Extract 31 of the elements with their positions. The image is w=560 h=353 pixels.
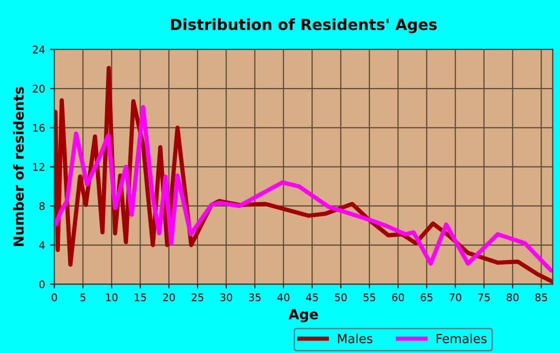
x-tick-label: 80	[506, 293, 519, 302]
x-tick-label: 65	[420, 293, 432, 302]
x-tick-label: 0	[52, 293, 57, 302]
x-tick-label: 10	[106, 293, 118, 302]
y-tick-label: 12	[33, 163, 44, 171]
x-tick-label: 55	[364, 294, 376, 302]
y-tick-label: 24	[32, 46, 45, 54]
x-tick-label: 70	[450, 293, 462, 302]
x-tick-label: 85	[535, 293, 547, 302]
x-tick-label: 35	[248, 293, 261, 302]
x-tick-label: 75	[478, 294, 490, 302]
x-tick-label: 5	[80, 294, 86, 302]
y-tick-label: 0	[39, 280, 45, 288]
x-tick-label: 20	[163, 293, 175, 302]
y-tick-label: 8	[39, 202, 45, 210]
x-tick-label: 25	[192, 293, 204, 302]
y-tick-label: 20	[32, 84, 45, 93]
legend-label: Males	[338, 334, 372, 344]
y-axis-title: Number of residents	[13, 87, 24, 246]
x-tick-label: 45	[306, 294, 318, 302]
x-tick-label: 60	[392, 293, 404, 302]
chart-title: Distribution of Residents' Ages	[171, 18, 437, 34]
x-tick-label: 50	[334, 293, 347, 302]
x-tick-label: 30	[220, 293, 232, 302]
legend-label: Females	[436, 334, 487, 344]
x-axis-title: Age	[288, 309, 318, 322]
y-tick-label: 4	[39, 241, 45, 249]
y-tick-label: 16	[33, 124, 45, 132]
x-tick-label: 40	[277, 293, 290, 302]
line-series	[54, 105, 553, 273]
x-tick-label: 15	[134, 294, 146, 302]
